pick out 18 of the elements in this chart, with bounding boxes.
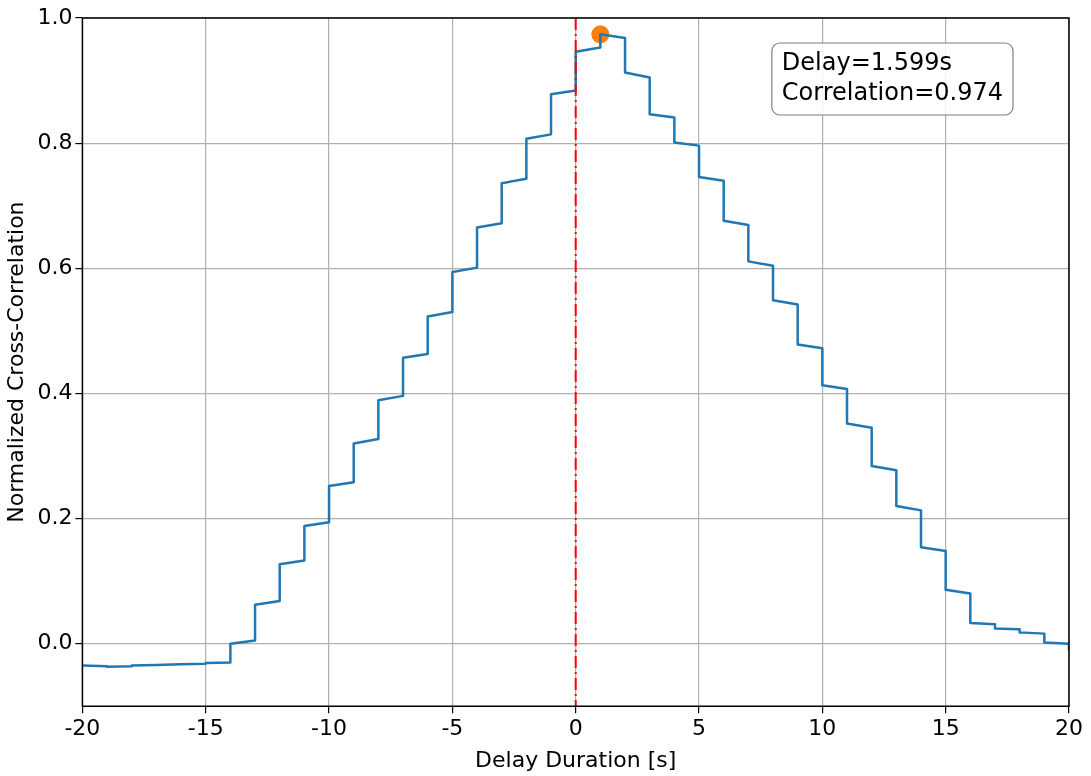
- annotation: Delay=1.599s Correlation=0.974: [781, 48, 1003, 107]
- y-tick-label: 0.4: [37, 379, 73, 405]
- x-tick-label: 10: [808, 715, 837, 741]
- y-tick-label: 0.0: [37, 629, 73, 655]
- y-tick-label: 1.0: [37, 3, 73, 29]
- y-tick-label: 0.2: [37, 504, 73, 530]
- x-tick-label: -10: [311, 715, 348, 741]
- x-tick-label: -15: [187, 715, 224, 741]
- y-tick-label: 0.6: [37, 253, 73, 279]
- y-tick-label: 0.8: [37, 128, 73, 154]
- x-axis-title: Delay Duration [s]: [475, 746, 677, 772]
- x-tick-label: 20: [1055, 715, 1083, 741]
- x-tick-label: 0: [568, 715, 583, 741]
- x-tick-label: 5: [692, 715, 707, 741]
- x-tick-label: -20: [64, 715, 101, 741]
- y-axis-title: Normalized Cross-Correlation: [2, 201, 28, 523]
- x-tick-label: 15: [931, 715, 960, 741]
- x-tick-label: -5: [441, 715, 464, 741]
